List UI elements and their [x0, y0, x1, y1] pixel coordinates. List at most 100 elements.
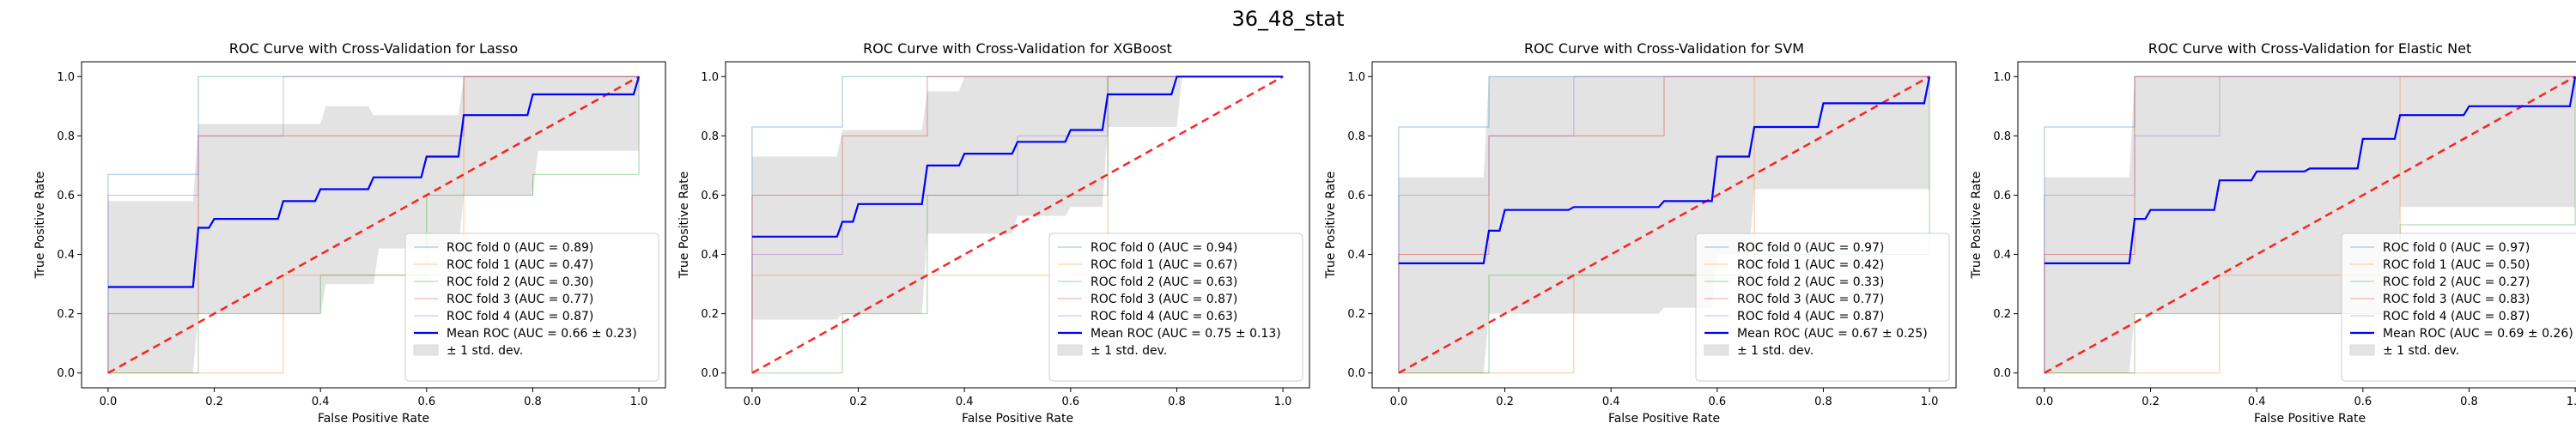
x-tick-label: 0.6 — [1061, 396, 1079, 408]
x-tick-label: 0.8 — [1814, 396, 1832, 408]
mean-roc-line — [751, 76, 1284, 238]
roc-fold-line — [2044, 76, 2576, 373]
x-tick-label: 0.4 — [956, 396, 974, 408]
roc-fold-line — [107, 76, 640, 374]
legend-band-swatch — [1057, 344, 1083, 356]
legend-box — [1048, 233, 1303, 382]
y-tick-label: 0.4 — [1993, 249, 2011, 262]
chance-line — [2044, 76, 2576, 374]
std-dev-band — [751, 76, 1284, 320]
y-tick-label: 0.4 — [1347, 249, 1365, 262]
x-tick-label: 0.0 — [744, 396, 762, 408]
legend-fold-label: ROC fold 4 (AUC = 0.87) — [1737, 310, 1884, 323]
legend-mean-label: Mean ROC (AUC = 0.66 ± 0.23) — [447, 327, 637, 341]
y-tick-label: 0.6 — [57, 190, 75, 202]
x-tick-label: 0.8 — [524, 396, 542, 408]
legend-fold-label: ROC fold 3 (AUC = 0.83) — [2383, 293, 2530, 306]
roc-chart-panel: 0.0 0.0 0.2 0.2 0.4 0.4 0.6 0.6 0.8 0.8 1.0 1.0 ROC … — [1970, 40, 2576, 426]
y-tick-label: 0.8 — [701, 130, 719, 143]
legend-box — [404, 233, 659, 382]
chance-line — [751, 76, 1284, 374]
y-tick-label: 0.2 — [1993, 308, 2011, 321]
y-tick-label: 1.0 — [1993, 71, 2011, 84]
x-axis-label: False Positive Rate — [318, 412, 429, 426]
roc-fold-line — [1398, 76, 1930, 373]
x-tick-label: 0.6 — [417, 396, 435, 408]
legend-fold-label: ROC fold 2 (AUC = 0.33) — [1737, 275, 1884, 289]
legend-band-label: ± 1 std. dev. — [447, 344, 523, 358]
legend-band-swatch — [2349, 344, 2375, 356]
x-tick-label: 1.0 — [1921, 396, 1939, 408]
x-axis-label: False Positive Rate — [2254, 412, 2366, 426]
y-tick-label: 0.2 — [57, 308, 75, 321]
roc-fold-line — [2044, 76, 2576, 374]
figure-suptitle: 36_48_stat — [1231, 7, 1344, 31]
y-tick-label: 0.2 — [701, 308, 719, 321]
x-tick-label: 0.4 — [1602, 396, 1620, 408]
roc-fold-line — [2044, 76, 2576, 373]
axes-frame — [2017, 61, 2576, 389]
y-axis-label: True Positive Rate — [1324, 172, 1338, 280]
roc-fold-line — [2044, 76, 2576, 373]
roc-fold-line — [1398, 76, 1930, 373]
roc-chart-panel: 0.0 0.0 0.2 0.2 0.4 0.4 0.6 0.6 0.8 0.8 1.0 1.0 ROC … — [33, 40, 666, 426]
y-axis-label: True Positive Rate — [33, 172, 47, 280]
y-tick-label: 0.0 — [701, 367, 719, 380]
x-tick-label: 1.0 — [630, 396, 648, 408]
x-tick-label: 0.0 — [2036, 396, 2054, 408]
x-tick-label: 0.0 — [1390, 396, 1408, 408]
chart-title: ROC Curve with Cross-Validation for Lass… — [229, 40, 518, 57]
legend-band-label: ± 1 std. dev. — [1091, 344, 1167, 358]
x-tick-label: 0.0 — [100, 396, 118, 408]
y-tick-label: 1.0 — [701, 71, 719, 84]
roc-fold-line — [751, 76, 1284, 373]
x-tick-label: 0.2 — [1496, 396, 1514, 408]
legend-mean-label: Mean ROC (AUC = 0.69 ± 0.26) — [2383, 327, 2573, 341]
roc-chart-panel: 0.0 0.0 0.2 0.2 0.4 0.4 0.6 0.6 0.8 0.8 1.0 1.0 ROC … — [1324, 40, 1957, 426]
axes-frame — [1371, 61, 1957, 389]
legend: ROC fold 0 (AUC = 0.89) ROC fold 1 (AUC =… — [404, 233, 659, 382]
x-tick-label: 1.0 — [2567, 396, 2576, 408]
y-tick-label: 0.8 — [1347, 130, 1365, 143]
legend-band-swatch — [1704, 344, 1729, 356]
y-tick-label: 0.6 — [1993, 190, 2011, 202]
y-tick-label: 0.0 — [1993, 367, 2011, 380]
chart-panels: 0.0 0.0 0.2 0.2 0.4 0.4 0.6 0.6 0.8 0.8 1.0 1.0 ROC … — [33, 40, 2576, 426]
legend-band-label: ± 1 std. dev. — [1737, 344, 1814, 358]
roc-fold-line — [1398, 76, 1930, 374]
x-tick-label: 0.2 — [2142, 396, 2160, 408]
x-tick-label: 1.0 — [1274, 396, 1292, 408]
legend-fold-label: ROC fold 2 (AUC = 0.30) — [447, 275, 593, 289]
x-tick-label: 0.6 — [2354, 396, 2372, 408]
axes-frame — [81, 61, 666, 389]
chance-line — [1398, 76, 1930, 374]
x-tick-label: 0.8 — [1168, 396, 1186, 408]
x-axis-label: False Positive Rate — [1608, 412, 1720, 426]
mean-roc-line — [107, 76, 641, 288]
legend-mean-label: Mean ROC (AUC = 0.67 ± 0.25) — [1737, 327, 1928, 341]
roc-fold-line — [751, 76, 1284, 373]
legend-fold-label: ROC fold 4 (AUC = 0.87) — [2383, 310, 2530, 323]
legend-fold-label: ROC fold 0 (AUC = 0.94) — [1091, 241, 1237, 255]
y-axis-label: True Positive Rate — [1970, 172, 1984, 280]
y-axis-label: True Positive Rate — [677, 172, 691, 280]
legend-fold-label: ROC fold 3 (AUC = 0.87) — [1091, 293, 1237, 306]
mean-roc-line — [1398, 76, 1931, 264]
legend-fold-label: ROC fold 3 (AUC = 0.77) — [1737, 293, 1884, 306]
legend-fold-label: ROC fold 1 (AUC = 0.47) — [447, 258, 593, 272]
y-tick-label: 0.2 — [1347, 308, 1365, 321]
y-tick-label: 1.0 — [57, 71, 75, 84]
legend-fold-label: ROC fold 4 (AUC = 0.63) — [1091, 310, 1237, 323]
legend: ROC fold 0 (AUC = 0.94) ROC fold 1 (AUC =… — [1048, 233, 1303, 382]
y-tick-label: 0.6 — [701, 190, 719, 202]
legend-fold-label: ROC fold 3 (AUC = 0.77) — [447, 293, 593, 306]
x-tick-label: 0.4 — [312, 396, 330, 408]
roc-fold-line — [107, 76, 640, 373]
axes-frame — [725, 61, 1310, 389]
legend-band-label: ± 1 std. dev. — [2383, 344, 2459, 358]
y-tick-label: 0.0 — [57, 367, 75, 380]
chart-title: ROC Curve with Cross-Validation for SVM — [1524, 40, 1804, 57]
y-tick-label: 0.4 — [57, 249, 75, 262]
chart-title: ROC Curve with Cross-Validation for Elas… — [2148, 40, 2472, 57]
